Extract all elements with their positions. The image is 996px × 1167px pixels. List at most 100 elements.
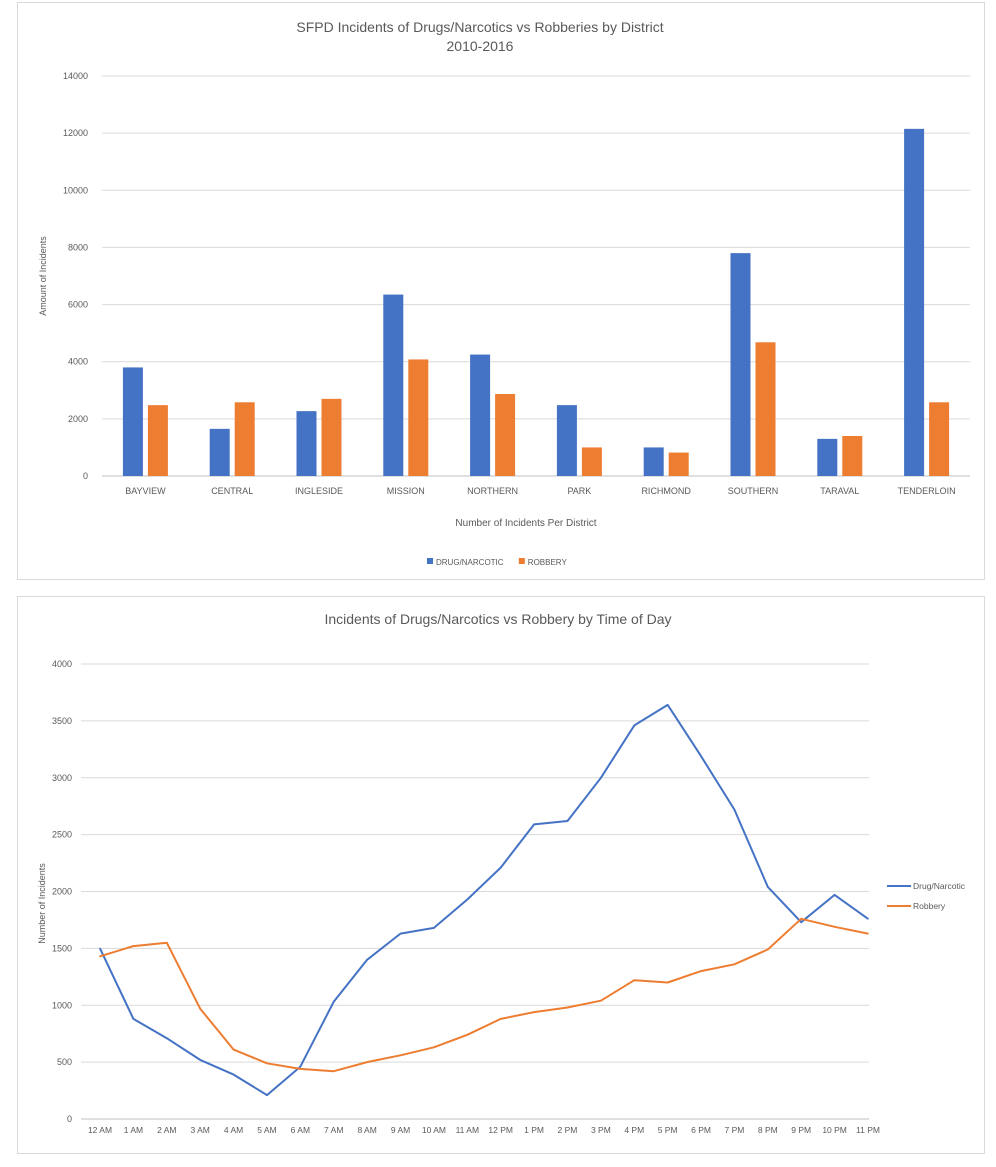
x-tick-label: 5 AM: [257, 1125, 276, 1135]
x-tick-label: 3 PM: [591, 1125, 611, 1135]
line-chart: Incidents of Drugs/Narcotics vs Robbery …: [37, 611, 966, 1135]
bar-robbery-southern: [755, 342, 776, 476]
y-axis-label: Amount of Incidents: [38, 236, 48, 316]
bar-drug-narcotic-southern: [730, 253, 751, 476]
data-point: [633, 724, 636, 727]
x-tick-label: 4 PM: [624, 1125, 644, 1135]
x-tick-label: 10 AM: [422, 1125, 446, 1135]
legend-label: Drug/Narcotic: [913, 881, 966, 891]
data-point: [165, 1037, 168, 1040]
data-point: [466, 898, 469, 901]
y-tick-label: 12000: [63, 128, 88, 138]
x-tick-label: 6 PM: [691, 1125, 711, 1135]
series-line-robbery: [99, 917, 869, 1073]
data-point: [132, 945, 135, 947]
x-tick-label: 3 AM: [190, 1125, 209, 1135]
data-point: [199, 1007, 201, 1010]
x-tick-label: 11 PM: [856, 1125, 880, 1135]
data-point: [299, 1065, 302, 1068]
legend-label: Robbery: [913, 901, 946, 911]
data-point: [566, 1006, 569, 1009]
bar-robbery-tenderloin: [929, 402, 950, 476]
data-point: [132, 1018, 135, 1020]
bar-drug-narcotic-central: [209, 428, 230, 476]
bar-robbery-ingleside: [321, 398, 342, 476]
x-tick-label: NORTHERN: [467, 486, 518, 496]
x-tick-label: RICHMOND: [641, 486, 691, 496]
x-tick-label: 9 PM: [791, 1125, 811, 1135]
legend-swatch: [427, 558, 433, 564]
data-point: [566, 820, 569, 822]
legend-label: DRUG/NARCOTIC: [436, 558, 504, 567]
y-axis-label: Number of Incidents: [37, 863, 47, 944]
x-tick-label: 2 AM: [157, 1125, 176, 1135]
data-point: [232, 1048, 235, 1051]
x-tick-label: BAYVIEW: [125, 486, 166, 496]
data-point: [700, 970, 702, 972]
y-tick-label: 500: [57, 1057, 72, 1067]
data-point: [800, 921, 803, 924]
x-tick-label: TENDERLOIN: [898, 486, 956, 496]
data-point: [800, 918, 803, 920]
bar-drug-narcotic-mission: [383, 294, 404, 476]
y-tick-label: 14000: [63, 71, 88, 81]
data-point: [767, 948, 769, 951]
chart-title: Incidents of Drugs/Narcotics vs Robbery …: [324, 611, 671, 627]
x-tick-label: 7 AM: [324, 1125, 343, 1135]
bar-robbery-mission: [408, 359, 429, 476]
y-tick-label: 1000: [52, 1000, 72, 1010]
x-tick-label: SOUTHERN: [728, 486, 779, 496]
bar-drug-narcotic-park: [556, 405, 577, 476]
chart-subtitle: 2010-2016: [447, 38, 514, 54]
x-tick-label: 1 AM: [124, 1125, 143, 1135]
bar-robbery-taraval: [842, 436, 863, 476]
data-point: [332, 1001, 335, 1003]
data-point: [332, 1070, 335, 1073]
data-point: [833, 925, 836, 928]
data-point: [99, 947, 101, 950]
data-point: [366, 1061, 368, 1063]
y-tick-label: 2000: [52, 887, 72, 897]
data-point: [466, 1034, 469, 1036]
x-tick-label: TARAVAL: [820, 486, 859, 496]
x-tick-label: 6 AM: [291, 1125, 310, 1135]
bar-drug-narcotic-bayview: [122, 367, 143, 476]
data-point: [266, 1094, 268, 1096]
data-point: [733, 963, 736, 966]
data-point: [700, 755, 702, 757]
data-point: [199, 1059, 201, 1061]
bar-robbery-northern: [495, 394, 516, 476]
x-tick-label: 7 PM: [725, 1125, 745, 1135]
data-point: [499, 1018, 502, 1020]
y-tick-label: 2500: [52, 830, 72, 840]
data-point: [666, 704, 669, 706]
data-point: [366, 958, 368, 961]
x-tick-label: 9 AM: [391, 1125, 410, 1135]
data-point: [433, 927, 435, 929]
y-tick-label: 4000: [52, 659, 72, 669]
data-point: [733, 808, 736, 811]
data-point: [600, 999, 602, 1002]
data-point: [266, 1062, 268, 1065]
data-point: [767, 886, 769, 888]
x-axis-label: Number of Incidents Per District: [455, 518, 596, 529]
data-point: [833, 894, 836, 896]
data-point: [433, 1046, 435, 1049]
bar-drug-narcotic-taraval: [817, 438, 838, 476]
x-tick-label: CENTRAL: [211, 486, 253, 496]
legend-swatch: [518, 558, 525, 564]
x-tick-label: 2 PM: [558, 1125, 578, 1135]
data-point: [867, 918, 869, 920]
y-tick-label: 4000: [68, 357, 88, 367]
chart-title: SFPD Incidents of Drugs/Narcotics vs Rob…: [296, 19, 663, 35]
series-line-drug-narcotic: [99, 703, 869, 1097]
y-tick-label: 10000: [63, 185, 88, 195]
data-point: [867, 932, 869, 935]
data-point: [299, 1068, 302, 1070]
data-point: [399, 1054, 402, 1057]
x-tick-label: MISSION: [387, 486, 425, 496]
bar-robbery-richmond: [668, 452, 689, 476]
x-tick-label: 12 PM: [488, 1125, 513, 1135]
y-tick-label: 1500: [52, 943, 72, 953]
data-point: [232, 1073, 235, 1076]
